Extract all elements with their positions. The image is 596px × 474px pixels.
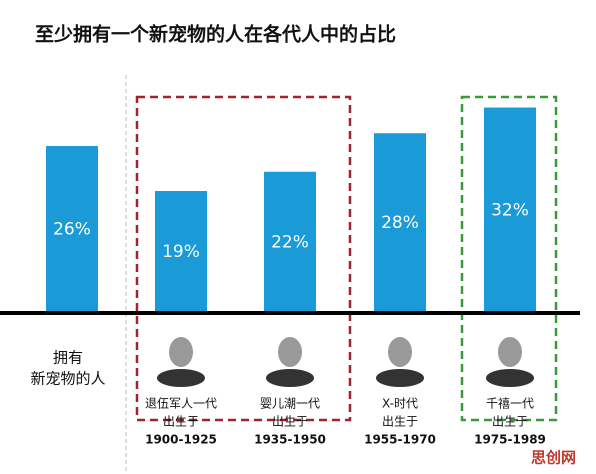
- birth-label: 出生于: [163, 415, 199, 429]
- value-label: 28%: [381, 213, 419, 233]
- category-label: X-时代: [382, 397, 418, 411]
- value-label: 22%: [271, 232, 309, 252]
- value-label: 32%: [491, 200, 529, 220]
- value-label: 26%: [53, 220, 91, 240]
- birth-years: 1955-1970: [364, 433, 436, 447]
- category-label: 婴儿潮一代: [260, 396, 320, 411]
- birth-label: 出生于: [492, 415, 528, 429]
- birth-label: 出生于: [272, 415, 308, 429]
- chart-title: 至少拥有一个新宠物的人在各代人中的占比: [35, 23, 396, 46]
- portrait-head: [498, 337, 522, 367]
- bar: [484, 107, 536, 313]
- watermark: 思创网: [531, 449, 576, 467]
- bar: [264, 171, 316, 313]
- highlight-box: [135, 95, 352, 422]
- category-label: 千禧一代: [486, 397, 534, 411]
- portrait-body: [157, 369, 205, 387]
- portrait-body: [266, 369, 314, 387]
- portrait-body: [486, 369, 534, 387]
- bar: [374, 133, 426, 313]
- row-label: 拥有: [53, 349, 83, 367]
- highlight-box: [460, 95, 558, 422]
- birth-years: 1975-1989: [474, 433, 546, 447]
- portrait-head: [278, 337, 302, 367]
- bar: [46, 146, 98, 313]
- birth-label: 出生于: [382, 415, 418, 429]
- value-label: 19%: [162, 242, 200, 262]
- birth-years: 1900-1925: [145, 433, 217, 447]
- birth-years: 1935-1950: [254, 433, 326, 447]
- portrait-body: [376, 369, 424, 387]
- row-label: 新宠物的人: [30, 370, 105, 388]
- portrait-head: [169, 337, 193, 367]
- bar: [155, 191, 207, 313]
- portrait-head: [388, 337, 412, 367]
- category-label: 退伍军人一代: [145, 397, 217, 411]
